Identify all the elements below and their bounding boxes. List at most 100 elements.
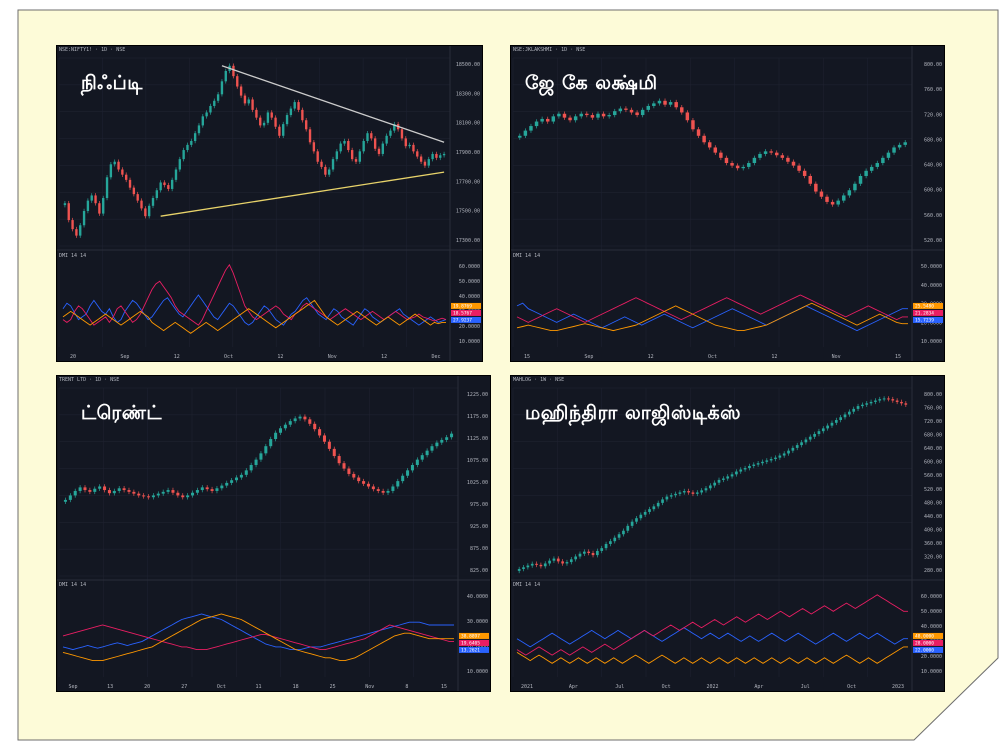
chart-panel-trent[interactable]: 1225.00 1175.00 1125.00 1075.00 1025.00 975.0… <box>56 375 491 692</box>
chart-title: ஜே கே லக்ஷ்மி <box>525 72 658 94</box>
value-badge <box>451 309 481 316</box>
candle-body <box>419 156 423 162</box>
candle-body <box>224 70 227 82</box>
candle-body <box>696 129 701 136</box>
candle-body <box>236 76 239 87</box>
candle-body <box>739 469 743 472</box>
candle-body <box>821 428 825 432</box>
time-tick-label: 13 <box>107 684 113 690</box>
chart-svg[interactable]: 1225.00 1175.00 1125.00 1075.00 1025.00 975.0… <box>57 376 490 691</box>
candle-body <box>117 488 121 491</box>
candle-body <box>297 102 300 110</box>
candle-body <box>830 422 834 426</box>
chart-panel-mahlog[interactable]: 800.00 760.00 720.00 680.00 640.00 600.00 560.… <box>510 375 945 692</box>
price-tick-label: 1225.00 <box>467 392 488 398</box>
candle-body <box>381 490 385 493</box>
candle-body <box>147 205 151 217</box>
candle-body <box>700 490 703 493</box>
candle-body <box>682 491 686 493</box>
candle-body <box>875 163 880 167</box>
candle-body <box>159 182 162 191</box>
indicator-tick-label: 20.0000 <box>921 654 942 660</box>
di-plus-line <box>516 302 908 332</box>
candle-body <box>68 495 72 500</box>
candle-body <box>761 461 764 464</box>
candle-body <box>669 495 673 497</box>
time-tick-label: Jul <box>615 684 624 690</box>
chart-panel-nifty[interactable]: 18500.00 18300.00 18100.00 17900.00 17700.00… <box>56 45 483 362</box>
candle-body <box>539 564 543 567</box>
candle-body <box>274 432 278 440</box>
candle-body <box>404 138 407 147</box>
value-badge <box>459 632 489 639</box>
value-badge <box>451 316 481 323</box>
time-tick-label: 12 <box>771 354 777 360</box>
candle-body <box>601 113 606 117</box>
price-tick-label: 440.00 <box>924 514 942 520</box>
candle-body <box>435 442 439 447</box>
chart-title: நிஃப்டி <box>81 72 143 94</box>
candle-body <box>393 124 396 131</box>
di-plus-line <box>62 613 454 651</box>
candle-body <box>401 475 405 482</box>
chart-svg[interactable]: 800.00 760.00 720.00 680.00 640.00 600.00 560.… <box>511 46 944 361</box>
trendline <box>160 171 445 217</box>
price-tick-label: 18300.00 <box>456 91 480 97</box>
adx-line <box>62 299 446 334</box>
candle-body <box>316 151 319 162</box>
chart-header: MAHLOG · 1W · NSE <box>513 377 565 383</box>
price-tick-label: 520.00 <box>924 238 942 244</box>
candle-body <box>769 151 773 153</box>
indicator-tick-label: 40.0000 <box>921 283 942 289</box>
candle-body <box>617 534 621 538</box>
chart-svg[interactable]: 800.00 760.00 720.00 680.00 640.00 600.00 560.… <box>511 376 944 691</box>
price-tick-label: 280.00 <box>924 568 942 574</box>
value-badge-label: 38.8897 <box>461 633 480 639</box>
candle-body <box>719 152 723 158</box>
chart-header: NSE:JKLAKSHMI · 1D · NSE <box>513 47 586 53</box>
candle-body <box>607 115 611 117</box>
time-tick-label: 12 <box>277 354 283 360</box>
candle-body <box>161 491 165 494</box>
candle-body <box>730 163 734 166</box>
candle-body <box>132 187 136 195</box>
candle-body <box>181 495 185 498</box>
candle-body <box>587 551 591 554</box>
candle-body <box>897 144 902 148</box>
candle-body <box>797 165 801 171</box>
candle-body <box>450 433 454 438</box>
time-tick-label: 11 <box>255 684 261 690</box>
candle-body <box>362 140 365 152</box>
candle-body <box>852 408 856 412</box>
candle-body <box>523 130 528 136</box>
candle-body <box>200 487 204 491</box>
candle-body <box>517 569 521 571</box>
candle-body <box>151 495 155 498</box>
candle-body <box>763 151 768 154</box>
candle-body <box>396 481 400 487</box>
candle-body <box>63 203 67 206</box>
candle-body <box>79 225 82 236</box>
candle-body <box>808 436 812 440</box>
time-tick-label: 2021 <box>521 684 533 690</box>
price-tick-label: 560.00 <box>924 473 942 479</box>
candle-body <box>661 499 664 503</box>
candle-body <box>903 142 907 145</box>
candle-body <box>861 404 864 407</box>
candle-body <box>171 490 175 493</box>
time-tick-label: 27 <box>181 684 187 690</box>
candle-body <box>301 109 304 121</box>
di-minus-line <box>62 263 447 326</box>
chart-svg[interactable]: 18500.00 18300.00 18100.00 17900.00 17700.00… <box>57 46 482 361</box>
candle-body <box>86 200 90 211</box>
candle-body <box>342 463 346 469</box>
time-tick-label: 2023 <box>892 684 904 690</box>
candle-body <box>830 201 835 205</box>
indicator-tick-label: 60.0000 <box>921 594 942 600</box>
candle-body <box>529 126 533 131</box>
time-tick-label: Oct <box>847 684 856 690</box>
candle-body <box>604 543 608 549</box>
candle-body <box>800 442 803 446</box>
chart-panel-jklakshmi[interactable]: 800.00 760.00 720.00 680.00 640.00 600.00 560.… <box>510 45 945 362</box>
candle-body <box>225 482 229 486</box>
